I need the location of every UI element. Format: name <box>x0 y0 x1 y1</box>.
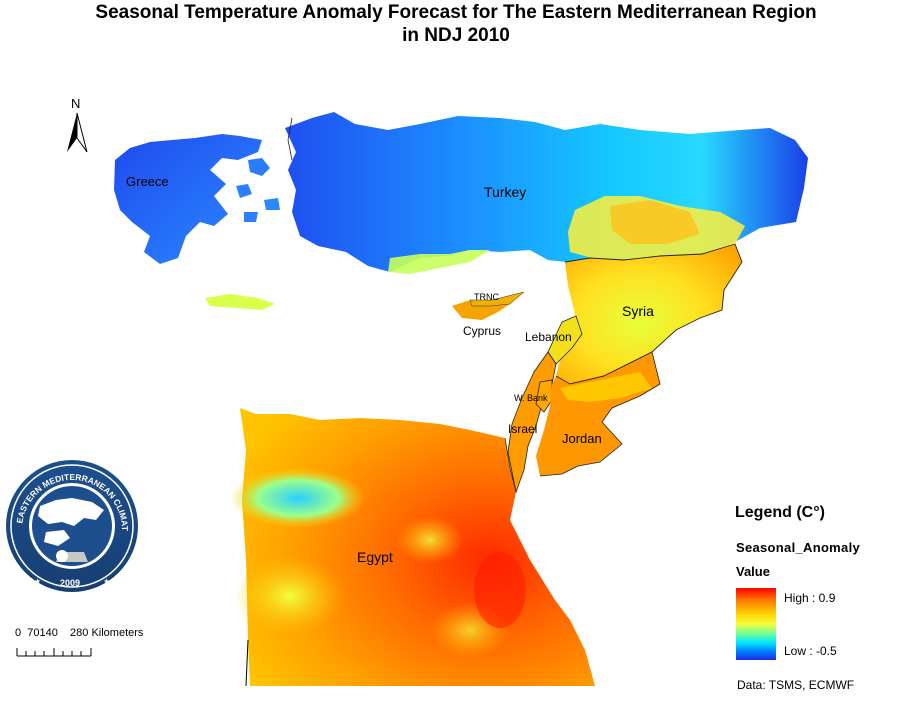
map-title-line-1: Seasonal Temperature Anomaly Forecast fo… <box>95 2 817 23</box>
svg-text:★: ★ <box>103 577 110 586</box>
country-label-greece: Greece <box>126 174 169 189</box>
legend-value-label: Value <box>736 564 770 579</box>
country-label-egypt: Egypt <box>357 549 393 565</box>
svg-text:★: ★ <box>34 577 41 586</box>
logo-year: 2009 <box>60 578 80 588</box>
legend-low-label: Low : -0.5 <box>784 644 837 658</box>
logo-ring-text: EASTERN MEDITERRANEAN CLIMATE CENTRE <box>0 0 130 532</box>
map-title-line-2: in NDJ 2010 <box>402 25 510 46</box>
north-arrow-label: N <box>71 96 80 111</box>
scale-bar-labels: 0 70140 280 Kilometers <box>15 627 144 639</box>
svg-text:EASTERN MEDITERRANEAN CLIMATE: EASTERN MEDITERRANEAN CLIMATE CENTRE <box>0 0 130 532</box>
country-label-syria: Syria <box>622 303 654 319</box>
legend-title: Legend (C°) <box>735 504 825 521</box>
legend-color-ramp <box>736 588 776 660</box>
crete-region <box>205 294 275 310</box>
country-label-jordan: Jordan <box>562 431 602 446</box>
syria-region <box>556 244 742 384</box>
scale-bar <box>16 648 92 657</box>
data-credit: Data: TSMS, ECMWF <box>737 678 855 692</box>
greece-region <box>114 134 262 264</box>
north-arrow: N <box>67 96 88 153</box>
country-label-trnc: TRNC <box>474 292 499 302</box>
country-label-lebanon: Lebanon <box>525 330 572 344</box>
legend-high-label: High : 0.9 <box>784 591 836 605</box>
country-label-turkey: Turkey <box>484 184 526 200</box>
west-bank-region <box>535 379 553 413</box>
emcc-logo: ★ ★ EASTERN MEDITERRANEAN CLIMATE CENTRE… <box>0 0 138 592</box>
country-label-cyprus: Cyprus <box>463 324 501 338</box>
country-label-israel: Israel <box>508 422 537 436</box>
country-label-west-bank: W. Bank <box>514 393 548 403</box>
legend-field-name: Seasonal_Anomaly <box>736 540 861 555</box>
